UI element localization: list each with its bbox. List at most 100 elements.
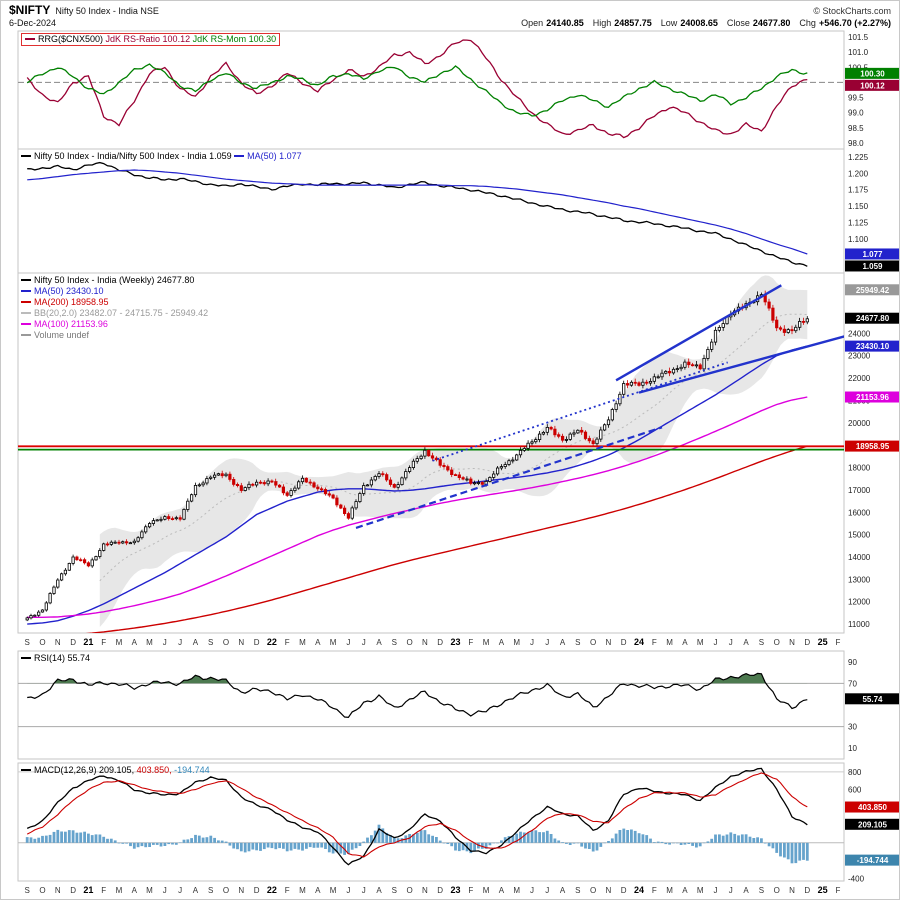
macd-histogram-bar [721, 835, 725, 843]
candle-body [277, 484, 282, 488]
trendline-solid [638, 335, 844, 394]
price-ytick-label: 24000 [848, 329, 871, 338]
macd-histogram-bar [316, 842, 320, 848]
macd-histogram-bar [446, 842, 450, 844]
candle-body [603, 424, 607, 431]
rsi-ytick-label: 10 [848, 744, 857, 753]
candle-body [79, 559, 83, 562]
macd-histogram-bar [144, 842, 148, 848]
macd-histogram-bar [159, 842, 163, 847]
rsi-axis-badge [845, 693, 899, 705]
macd-histogram-bar [733, 833, 737, 843]
xaxis-month-label: O [590, 638, 596, 647]
candle-body [771, 307, 775, 321]
price-axis-badge [845, 312, 899, 324]
ratio-series-0 [27, 161, 808, 267]
macd-histogram-bar [744, 834, 748, 843]
macd-histogram-bar [389, 835, 392, 843]
macd-histogram-bar [695, 842, 698, 848]
xaxis-month-label: A [376, 638, 382, 647]
macd-histogram-bar [461, 842, 465, 851]
candle-body [167, 516, 171, 519]
xaxis-year-label: 21 [83, 637, 93, 647]
candle-body [580, 429, 584, 433]
candle-body [622, 383, 626, 395]
candle-body [289, 490, 293, 496]
macd-histogram-bar [630, 829, 633, 843]
copyright: © StockCharts.com [813, 6, 891, 16]
candle-body [205, 478, 209, 484]
candle-body [44, 602, 48, 611]
candle-body [652, 376, 656, 382]
candle-body [304, 477, 308, 483]
price-axis-badge-label: 18958.95 [856, 442, 890, 451]
candle-body [335, 497, 339, 506]
xaxis-month-label: M [697, 886, 704, 895]
rrg-axis-badge [845, 79, 899, 91]
quote-close: Close 24677.80 [727, 18, 791, 28]
macd-histogram-bar [618, 830, 622, 843]
macd-histogram-bar [44, 835, 48, 843]
candle-body [98, 550, 102, 557]
candle-body [212, 474, 217, 478]
xaxis-month-label: A [560, 886, 566, 895]
macd-histogram-bar [442, 842, 446, 844]
macd-histogram-bar [718, 834, 721, 843]
macd-histogram-bar [67, 830, 71, 843]
candle-body [385, 474, 389, 481]
macd-histogram-bar [584, 842, 587, 849]
candle-body [790, 329, 794, 332]
xaxis-year-label: 23 [450, 637, 460, 647]
macd-histogram-bar [251, 842, 255, 850]
candle-body [645, 381, 649, 384]
macd-histogram-bar [438, 840, 442, 843]
rrg-ytick-label: 99.0 [848, 109, 864, 118]
candle-body [446, 466, 450, 471]
ratio-ytick-label: 1.100 [848, 235, 869, 244]
xaxis-month-label: S [392, 886, 397, 895]
macd-histogram-bar [641, 834, 645, 843]
macd-histogram-bar [756, 837, 759, 843]
xaxis-year-label: 24 [634, 637, 644, 647]
rrg-panel-frame [17, 30, 845, 150]
xaxis-month-label: A [682, 886, 688, 895]
candle-body [633, 381, 637, 384]
candlesticks [25, 290, 809, 622]
candle-body [679, 366, 683, 370]
macd-histogram-bar [224, 841, 228, 843]
macd-histogram-bar [702, 842, 706, 844]
macd-histogram-bar [152, 842, 155, 845]
macd-histogram-bar [412, 834, 415, 843]
macd-histogram-bar [255, 842, 258, 851]
xaxis-month-label: M [330, 886, 337, 895]
macd-ytick-label: 800 [848, 768, 862, 777]
macd-histogram-bar [308, 842, 312, 848]
macd-histogram-bar [786, 842, 790, 860]
candle-body [404, 471, 408, 479]
macd-histogram-bar [278, 842, 281, 849]
candle-body [396, 484, 400, 488]
candle-body [170, 518, 175, 520]
macd-histogram-bar [75, 832, 79, 843]
trendline-solid [615, 284, 782, 382]
candle-body [457, 474, 461, 478]
candle-body [235, 483, 240, 486]
macd-histogram-bar [691, 842, 694, 846]
candle-body [530, 441, 534, 444]
xaxis-month-label: S [759, 638, 764, 647]
macd-histogram-bar [262, 842, 266, 850]
macd-histogram-bar [599, 842, 603, 847]
macd-axis-badge [845, 854, 899, 866]
rsi-panel-frame [17, 650, 845, 760]
macd-histogram-bar [320, 842, 324, 848]
candle-body [801, 320, 806, 323]
xaxis-month-label: M [513, 886, 520, 895]
candle-body [767, 301, 771, 309]
candle-body [350, 507, 354, 519]
xaxis-month-label: M [299, 638, 306, 647]
macd-histogram-bar [798, 842, 802, 861]
macd-histogram-bar [190, 838, 193, 843]
candle-body [713, 329, 718, 343]
candle-body [193, 484, 198, 496]
xaxis-year-label: 24 [634, 885, 644, 895]
